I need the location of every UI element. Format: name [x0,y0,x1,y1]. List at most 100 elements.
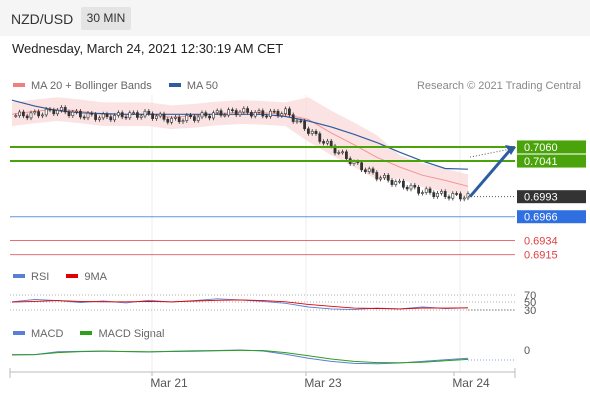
candle-body [371,168,375,173]
timeframe-button[interactable]: 30 MIN [81,7,131,30]
candle-body [215,110,219,114]
legend-ma20-bollinger: MA 20 + Bollinger Bands [13,80,152,92]
candle-body [382,174,386,179]
x-tick-label: Mar 21 [150,376,188,390]
candle-body [379,177,383,180]
candle-body [196,116,200,121]
candle-body [363,169,367,172]
candle-body [341,151,345,154]
candle-body [132,112,136,114]
candle-body [75,110,79,113]
candle-body [193,116,196,121]
candle-body [242,108,246,113]
legend-ma50-label: MA 50 [186,80,219,92]
candle-body [276,110,280,117]
macd-panel: 0 [11,345,530,365]
candle-body [306,128,310,134]
bollinger-band-area [12,97,468,199]
legend-macd-signal-label: MACD Signal [98,328,165,340]
candle-body [120,112,124,118]
legend-macd-label: MACD [31,328,64,340]
candle-body [219,110,223,116]
candle-body [439,191,443,194]
legend-rsi: RSI [13,271,49,283]
rsi-tick-30: 30 [524,305,536,317]
candle-body [360,162,364,171]
level-0-6966-label: 0.6966 [524,212,558,224]
candle-body [329,140,333,147]
copyright-text: Research © 2021 Trading Central [416,80,581,92]
legend-9ma-label: 9MA [84,271,108,283]
candle-body [234,110,238,116]
rsi-legend: RSI 9MA [13,271,121,283]
candle-body [67,111,71,116]
legend-rsi-label: RSI [31,271,50,283]
candle-body [344,151,348,159]
candle-body [200,112,204,118]
candle-body [250,112,253,117]
candle-body [253,112,257,117]
currency-pair-title: NZD/USD [11,11,74,27]
level-0-6915-label: 0.6915 [524,250,558,262]
level-0-6966-tag [517,210,586,224]
candle-body [40,114,44,117]
legend-macd-swatch [13,331,25,336]
candle-body [409,184,413,190]
candle-body [451,193,455,199]
candle-body [458,193,462,200]
candle-body [136,112,139,118]
candle-body [14,115,18,117]
candle-body [231,109,234,112]
candle-body [181,120,185,123]
candle-body [299,120,303,123]
candle-body [59,107,63,111]
price-legend: MA 20 + Bollinger Bands MA 50 [13,80,232,92]
candle-body [314,131,318,135]
candle-body [265,115,269,118]
candle-body [56,110,60,115]
candle-body [139,115,143,118]
candle-body [390,180,394,185]
candle-body [420,192,424,194]
candle-body [162,113,166,120]
levels-layer: 0.7060 0.7041 0.6966 0.6934 0.6915 0.6993 [10,140,586,262]
candle-body [128,112,132,119]
candle-body [405,186,409,190]
candle-body [322,141,326,144]
legend-ma50-swatch [168,83,181,88]
candle-body [337,152,341,154]
candle-body [424,188,428,193]
candle-body [82,116,86,119]
candle-body [367,168,371,172]
grid-layer [151,95,461,372]
candle-body [90,112,94,115]
level-0-6934-label: 0.6934 [524,235,558,247]
last-price-tag [517,190,586,204]
candle-body [295,120,299,123]
candle-body [113,115,117,121]
candle-body [394,181,398,185]
candle-body [147,110,151,114]
legend-macd: MACD [13,328,63,340]
candle-body [257,110,261,113]
candle-body [117,112,120,116]
candle-body [158,113,162,117]
candle-body [401,180,405,188]
candle-body [86,112,90,119]
candle-body [189,114,193,117]
candle-body [174,116,177,119]
projection-dotted [469,147,517,158]
candle-body [101,113,105,119]
candle-body [155,115,158,119]
candle-body [310,131,314,134]
candle-body [29,112,33,119]
candle-body [212,112,215,119]
projection-arrow [468,147,513,198]
candle-body [413,184,417,188]
candle-body [223,114,227,117]
candle-body [166,119,170,123]
rsi-tick-70: 70 [524,290,536,302]
candle-body [272,110,276,113]
